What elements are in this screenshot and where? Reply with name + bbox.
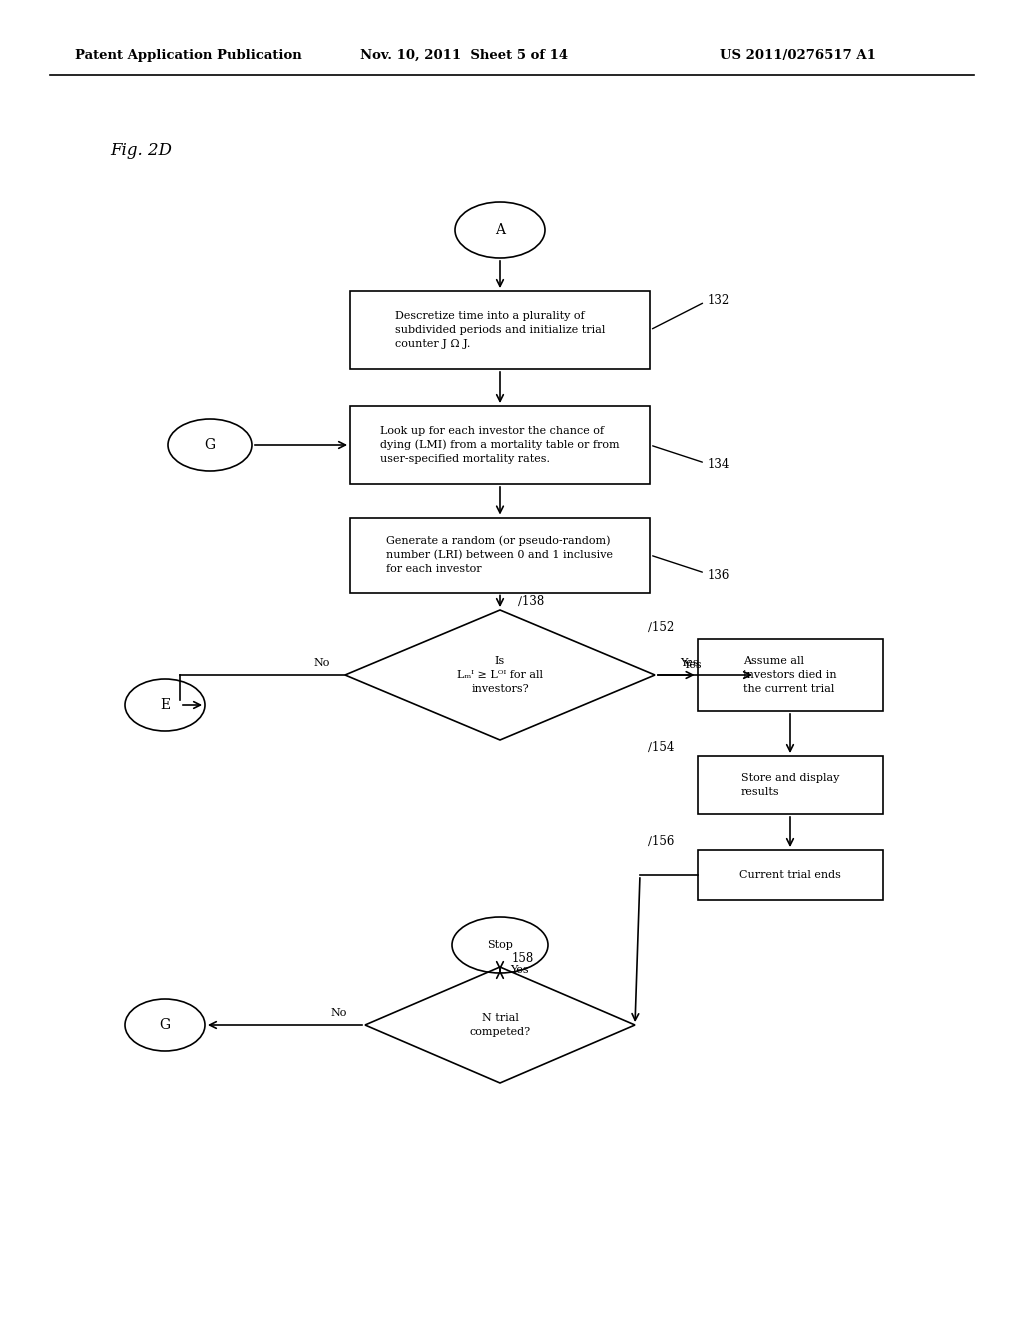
Text: ∕154: ∕154 — [647, 741, 674, 754]
Text: Patent Application Publication: Patent Application Publication — [75, 49, 302, 62]
Text: Is
Lₘᴵ ≥ Lᴼᴵ for all
investors?: Is Lₘᴵ ≥ Lᴼᴵ for all investors? — [457, 656, 543, 694]
Text: Stop: Stop — [487, 940, 513, 950]
Bar — [350, 290, 650, 370]
Bar — [350, 517, 650, 593]
Text: ∕156: ∕156 — [647, 836, 674, 847]
Bar — [697, 756, 883, 814]
Text: A: A — [495, 223, 505, 238]
Text: Assume all
investors died in
the current trial: Assume all investors died in the current… — [743, 656, 837, 693]
Text: Yes: Yes — [510, 965, 528, 975]
Bar — [350, 407, 650, 484]
Text: Generate a random (or pseudo-random)
number (LRI) between 0 and 1 inclusive
for : Generate a random (or pseudo-random) num… — [386, 536, 613, 574]
Text: Descretize time into a plurality of
subdivided periods and initialize trial
coun: Descretize time into a plurality of subd… — [395, 312, 605, 348]
Text: ∕152: ∕152 — [647, 620, 674, 634]
Bar — [697, 639, 883, 711]
Text: 132: 132 — [708, 293, 730, 306]
Text: 134: 134 — [708, 458, 730, 471]
Text: Yes: Yes — [683, 660, 701, 671]
Text: Nov. 10, 2011  Sheet 5 of 14: Nov. 10, 2011 Sheet 5 of 14 — [360, 49, 568, 62]
Text: 136: 136 — [708, 569, 730, 582]
Text: Current trial ends: Current trial ends — [739, 870, 841, 880]
Bar — [697, 850, 883, 900]
Text: ∕138: ∕138 — [518, 595, 544, 609]
Text: 158: 158 — [512, 952, 535, 965]
Text: E: E — [160, 698, 170, 711]
Text: Fig. 2D: Fig. 2D — [110, 143, 172, 158]
Text: No: No — [331, 1008, 347, 1018]
Text: G: G — [160, 1018, 171, 1032]
Text: No: No — [313, 657, 330, 668]
Text: US 2011/0276517 A1: US 2011/0276517 A1 — [720, 49, 876, 62]
Text: G: G — [205, 438, 216, 451]
Text: Look up for each investor the chance of
dying (LMI) from a mortality table or fr: Look up for each investor the chance of … — [380, 426, 620, 465]
Text: N trial
competed?: N trial competed? — [469, 1012, 530, 1038]
Text: Store and display
results: Store and display results — [740, 774, 840, 797]
Text: Yes: Yes — [680, 657, 698, 668]
